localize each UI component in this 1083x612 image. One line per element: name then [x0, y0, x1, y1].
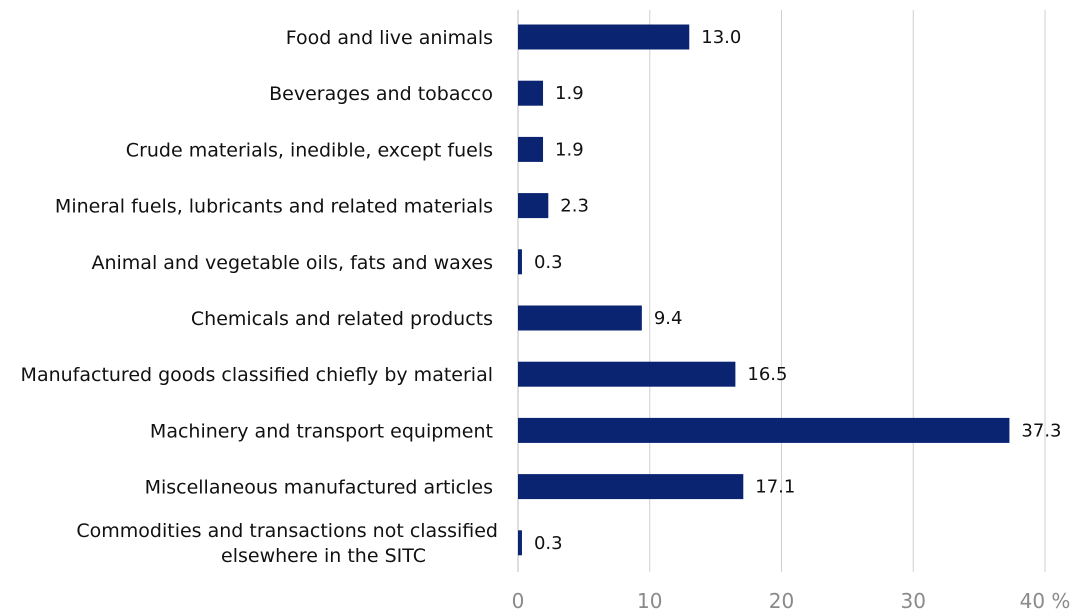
x-tick-label: 20	[769, 589, 794, 612]
data-label: 13.0	[701, 27, 741, 48]
bar	[518, 474, 744, 500]
x-tick-label: 0	[512, 589, 525, 612]
bar	[518, 80, 544, 106]
bar	[518, 361, 736, 387]
data-label: 37.3	[1021, 420, 1061, 441]
data-label: 2.3	[560, 196, 589, 217]
data-label: 17.1	[755, 477, 795, 498]
category-label: Commodities and transactions not classif…	[76, 520, 498, 567]
category-label: Food and live animals	[286, 27, 493, 49]
category-label: Manufactured goods classified chiefly by…	[21, 364, 493, 386]
data-label: 0.3	[534, 533, 563, 554]
data-label: 1.9	[555, 83, 584, 104]
category-label: Miscellaneous manufactured articles	[145, 477, 493, 499]
category-label: Beverages and tobacco	[269, 83, 493, 105]
bar	[518, 136, 544, 162]
data-label: 9.4	[654, 308, 683, 329]
bar	[518, 305, 642, 331]
category-label: Machinery and transport equipment	[150, 420, 493, 442]
bar	[518, 530, 522, 556]
x-axis-tick-labels: 0 10 20 30 40 %	[512, 589, 1071, 612]
data-label: 16.5	[747, 364, 787, 385]
category-label: Chemicals and related products	[191, 308, 493, 330]
x-tick-label: 40 %	[1020, 589, 1071, 612]
category-label: Animal and vegetable oils, fats and waxe…	[91, 252, 493, 274]
data-label: 1.9	[555, 139, 584, 160]
category-label: Crude materials, inedible, except fuels	[126, 139, 493, 161]
x-tick-label: 30	[901, 589, 926, 612]
bar	[518, 24, 690, 50]
category-labels: Food and live animals Beverages and tobac…	[21, 27, 498, 567]
bar	[518, 249, 522, 275]
bar	[518, 193, 549, 219]
x-tick-label: 10	[637, 589, 662, 612]
category-label: Mineral fuels, lubricants and related ma…	[55, 196, 493, 218]
value-labels: 13.0 1.9 1.9 2.3 0.3 9.4 16.5 37.3 17.1 0.3	[534, 27, 1062, 554]
data-label: 0.3	[534, 252, 563, 273]
bar	[518, 417, 1010, 443]
bars	[518, 24, 1010, 556]
